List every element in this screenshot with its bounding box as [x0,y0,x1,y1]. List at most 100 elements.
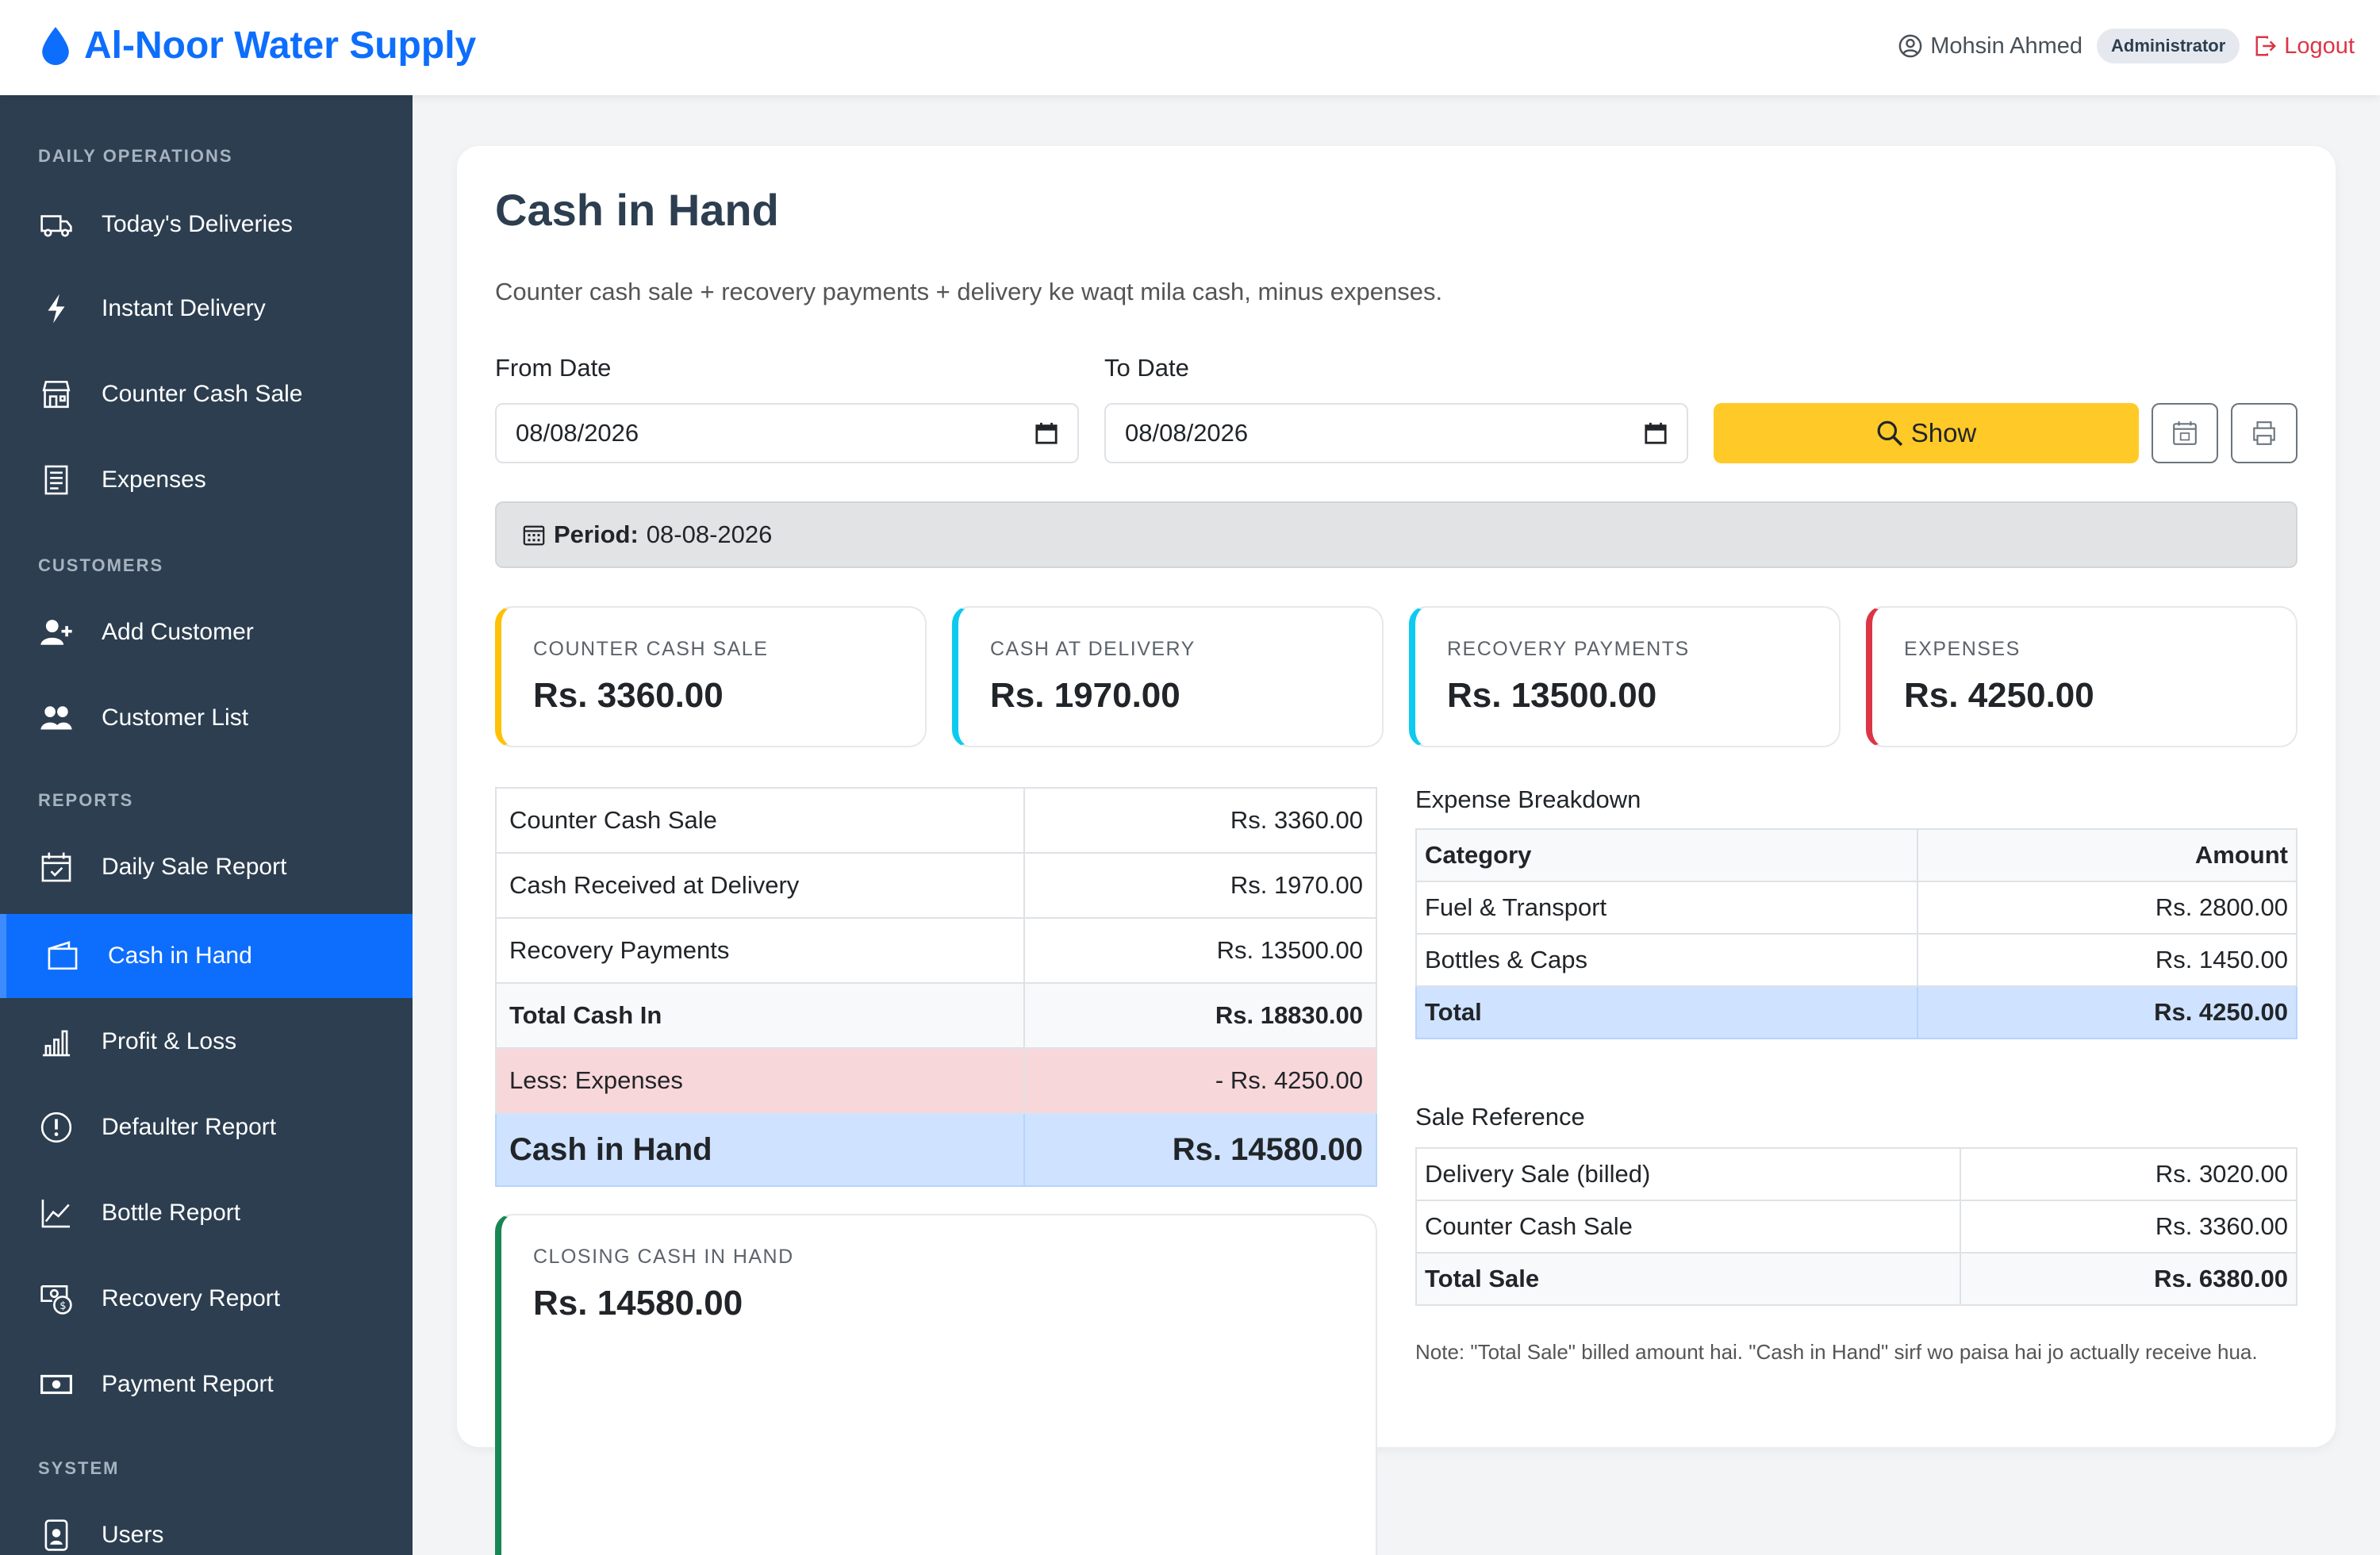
expense-category: Bottles & Caps [1415,933,1918,987]
sidebar-item-recovery-report[interactable]: $ Recovery Report [0,1257,413,1341]
row-label: Recovery Payments [495,917,1025,984]
total-sale-row: Total Sale Rs. 6380.00 [1415,1252,2297,1306]
stat-label: COUNTER CASH SALE [533,638,769,660]
sidebar-item-label: Customer List [102,705,249,731]
people-icon [38,700,75,736]
table-row: Recovery Payments Rs. 13500.00 [495,917,1377,984]
person-add-icon [38,614,75,651]
stat-counter-cash-sale: COUNTER CASH SALE Rs. 3360.00 [495,606,927,747]
person-circle-icon [1898,34,1922,58]
calendar-check-icon [38,849,75,885]
row-label: Less: Expenses [495,1047,1025,1114]
sidebar-item-users[interactable]: Users [0,1493,413,1555]
show-button-label: Show [1910,418,1977,447]
stat-recovery-payments: RECOVERY PAYMENTS Rs. 13500.00 [1409,606,1841,747]
sidebar-item-expenses[interactable]: Expenses [0,438,413,522]
footnote: Note: "Total Sale" billed amount hai. "C… [1415,1340,2258,1364]
table-row: Delivery Sale (billed) Rs. 3020.00 [1415,1147,2297,1201]
shop-icon [38,376,75,413]
box-arrow-right-icon [2255,36,2277,56]
stat-value: Rs. 13500.00 [1447,676,1657,715]
sidebar-item-label: Profit & Loss [102,1028,237,1054]
graph-up-icon [38,1195,75,1231]
today-button[interactable] [2152,403,2218,463]
page-title: Cash in Hand [495,185,779,235]
from-date-label: From Date [495,354,612,382]
svg-text:$: $ [60,1300,66,1312]
table-row: Bottles & Caps Rs. 1450.00 [1415,933,2297,987]
user-menu[interactable]: Mohsin Ahmed [1898,33,2082,60]
expense-amount: Rs. 1450.00 [1917,933,2297,987]
row-amount: Rs. 14580.00 [1023,1112,1377,1187]
sidebar-item-label: Daily Sale Report [102,854,287,880]
stat-value: Rs. 1970.00 [990,676,1180,715]
section-customers: CUSTOMERS [38,555,164,575]
section-system: SYSTEM [38,1458,120,1478]
sidebar-item-label: Expenses [102,466,206,493]
logout-link[interactable]: Logout [2254,33,2355,60]
sidebar-item-label: Payment Report [102,1371,274,1397]
sidebar-item-profit-loss[interactable]: Profit & Loss [0,1000,413,1084]
sidebar-item-payment-report[interactable]: Payment Report [0,1342,413,1426]
sale-reference-table: Delivery Sale (billed) Rs. 3020.00 Count… [1415,1147,2297,1306]
table-row: Counter Cash Sale Rs. 3360.00 [495,787,1377,854]
sidebar-item-daily-sale-report[interactable]: Daily Sale Report [0,825,413,909]
row-amount: Rs. 3360.00 [1023,787,1377,854]
sidebar-item-label: Defaulter Report [102,1114,277,1140]
print-button[interactable] [2231,403,2297,463]
sidebar-item-label: Instant Delivery [102,295,266,321]
brand[interactable]: Al-Noor Water Supply [40,24,476,67]
sidebar-item-customer-list[interactable]: Customer List [0,676,413,760]
from-date-input[interactable]: 08/08/2026 [495,403,1079,463]
table-row: Cash Received at Delivery Rs. 1970.00 [495,852,1377,919]
row-label: Counter Cash Sale [495,787,1025,854]
top-navbar: Al-Noor Water Supply Mohsin Ahmed Admini… [0,0,2380,95]
sale-reference-title: Sale Reference [1415,1103,1585,1131]
sidebar-item-add-customer[interactable]: Add Customer [0,590,413,674]
calendar-icon[interactable] [1035,421,1058,445]
sale-total-label: Total Sale [1415,1252,1961,1306]
expense-breakdown-table: Category Amount Fuel & Transport Rs. 280… [1415,828,2297,1039]
sidebar-item-instant-delivery[interactable]: Instant Delivery [0,267,413,351]
expense-total-value: Rs. 4250.00 [1917,985,2297,1039]
sidebar-item-cash-in-hand[interactable]: Cash in Hand [0,914,413,998]
expense-breakdown-title: Expense Breakdown [1415,785,1641,813]
sale-total-value: Rs. 6380.00 [1960,1252,2297,1306]
cash-in-hand-row: Cash in Hand Rs. 14580.00 [495,1112,1377,1187]
section-reports: REPORTS [38,790,134,810]
to-date-input[interactable]: 08/08/2026 [1104,403,1688,463]
sale-value: Rs. 3360.00 [1960,1200,2297,1254]
page-subtitle: Counter cash sale + recovery payments + … [495,278,1443,305]
calendar-icon[interactable] [1644,421,1668,445]
sidebar-item-counter-cash-sale[interactable]: Counter Cash Sale [0,352,413,436]
closing-value: Rs. 14580.00 [533,1284,743,1323]
period-label: Period: [554,520,639,548]
search-icon [1877,420,1902,447]
calendar-day-icon [2173,421,2197,445]
row-label: Cash in Hand [495,1112,1025,1187]
total-cash-in-row: Total Cash In Rs. 18830.00 [495,982,1377,1049]
printer-icon [2253,421,2275,445]
sidebar-item-defaulter-report[interactable]: Defaulter Report [0,1085,413,1169]
period-value: 08-08-2026 [646,520,773,548]
from-date-value: 08/08/2026 [516,419,639,447]
stat-label: EXPENSES [1904,638,2021,660]
wallet-icon [44,938,81,974]
expense-category: Fuel & Transport [1415,881,1918,935]
stat-value: Rs. 4250.00 [1904,676,2094,715]
sidebar-item-todays-deliveries[interactable]: Today's Deliveries [0,182,413,267]
period-banner: Period: 08-08-2026 [495,501,2297,568]
column-header: Amount [1917,828,2297,882]
sale-label: Counter Cash Sale [1415,1200,1961,1254]
row-amount: - Rs. 4250.00 [1023,1047,1377,1114]
sidebar-item-bottle-report[interactable]: Bottle Report [0,1171,413,1255]
show-button[interactable]: Show [1714,403,2139,463]
sale-value: Rs. 3020.00 [1960,1147,2297,1201]
row-amount: Rs. 13500.00 [1023,917,1377,984]
stat-label: CASH AT DELIVERY [990,638,1196,660]
cash-icon [38,1366,75,1403]
row-label: Cash Received at Delivery [495,852,1025,919]
expense-total-row: Total Rs. 4250.00 [1415,985,2297,1039]
to-date-value: 08/08/2026 [1125,419,1249,447]
sidebar-item-label: Counter Cash Sale [102,381,303,407]
